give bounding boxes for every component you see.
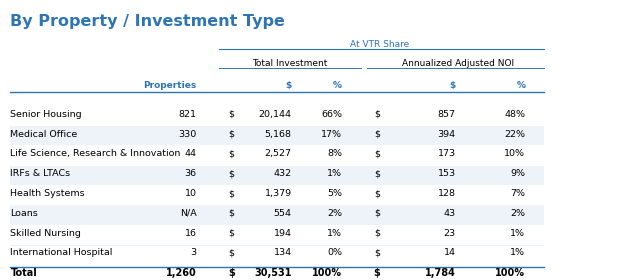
Text: 2%: 2% [327, 209, 342, 218]
Text: Annualized Adjusted NOI: Annualized Adjusted NOI [402, 59, 514, 68]
Text: $: $ [374, 229, 380, 238]
Text: $: $ [374, 248, 380, 257]
Text: 16: 16 [185, 229, 197, 238]
Text: $: $ [228, 189, 235, 198]
Text: 14: 14 [444, 248, 456, 257]
Text: Senior Housing: Senior Housing [10, 110, 82, 119]
Bar [10, 146, 544, 165]
Bar [10, 186, 544, 205]
Text: $: $ [374, 110, 380, 119]
Text: 2%: 2% [510, 209, 525, 218]
Text: 432: 432 [273, 169, 292, 178]
Text: 0%: 0% [327, 248, 342, 257]
Text: 194: 194 [273, 229, 292, 238]
Text: Medical Office: Medical Office [10, 130, 77, 139]
Text: 20,144: 20,144 [259, 110, 292, 119]
Text: %: % [333, 81, 342, 90]
Text: By Property / Investment Type: By Property / Investment Type [10, 14, 285, 29]
Text: $: $ [285, 81, 292, 90]
Bar [10, 206, 544, 225]
Text: 66%: 66% [321, 110, 342, 119]
Text: 554: 554 [273, 209, 292, 218]
Text: %: % [516, 81, 525, 90]
Text: International Hospital: International Hospital [10, 248, 113, 257]
Text: 5%: 5% [327, 189, 342, 198]
Text: $: $ [228, 130, 235, 139]
Text: $: $ [374, 149, 380, 158]
Text: 1%: 1% [327, 169, 342, 178]
Text: $: $ [374, 130, 380, 139]
Text: $: $ [228, 110, 235, 119]
Text: 134: 134 [273, 248, 292, 257]
Text: 1,784: 1,784 [425, 268, 456, 278]
Text: 10%: 10% [504, 149, 525, 158]
Text: 1%: 1% [510, 229, 525, 238]
Text: $: $ [228, 149, 235, 158]
Text: $: $ [228, 169, 235, 178]
Text: $: $ [228, 268, 235, 278]
Text: 8%: 8% [327, 149, 342, 158]
Text: 128: 128 [438, 189, 456, 198]
Text: $: $ [374, 189, 380, 198]
Text: 48%: 48% [504, 110, 525, 119]
Text: 1%: 1% [510, 248, 525, 257]
Text: 30,531: 30,531 [254, 268, 292, 278]
Text: 43: 43 [444, 209, 456, 218]
Text: 22%: 22% [504, 130, 525, 139]
Text: N/A: N/A [180, 209, 197, 218]
Bar [10, 126, 544, 145]
Text: 1%: 1% [327, 229, 342, 238]
Text: 173: 173 [438, 149, 456, 158]
Text: Total Investment: Total Investment [252, 59, 328, 68]
Text: 44: 44 [185, 149, 197, 158]
Text: 7%: 7% [510, 189, 525, 198]
Text: 3: 3 [191, 248, 197, 257]
Text: 330: 330 [179, 130, 197, 139]
Bar [10, 245, 544, 264]
Text: $: $ [449, 81, 456, 90]
Text: 1,260: 1,260 [166, 268, 197, 278]
Text: Life Science, Research & Innovation: Life Science, Research & Innovation [10, 149, 181, 158]
Text: 100%: 100% [495, 268, 525, 278]
Text: 17%: 17% [321, 130, 342, 139]
Text: 36: 36 [185, 169, 197, 178]
Text: $: $ [228, 248, 235, 257]
Text: $: $ [374, 209, 380, 218]
Text: Loans: Loans [10, 209, 38, 218]
Text: 821: 821 [179, 110, 197, 119]
Text: $: $ [228, 229, 235, 238]
Text: IRFs & LTACs: IRFs & LTACs [10, 169, 70, 178]
Text: $: $ [228, 209, 235, 218]
Text: Properties: Properties [143, 81, 197, 90]
Text: 857: 857 [438, 110, 456, 119]
Bar [10, 265, 544, 280]
Bar [10, 166, 544, 185]
Text: 2,527: 2,527 [264, 149, 292, 158]
Text: 394: 394 [438, 130, 456, 139]
Text: $: $ [373, 268, 380, 278]
Text: 100%: 100% [312, 268, 342, 278]
Text: At VTR Share: At VTR Share [350, 40, 410, 49]
Bar [10, 225, 544, 244]
Bar [10, 106, 544, 125]
Text: 9%: 9% [510, 169, 525, 178]
Text: 10: 10 [185, 189, 197, 198]
Text: 1,379: 1,379 [264, 189, 292, 198]
Text: $: $ [374, 169, 380, 178]
Text: Health Systems: Health Systems [10, 189, 85, 198]
Text: Total: Total [10, 268, 37, 278]
Text: 5,168: 5,168 [264, 130, 292, 139]
Text: 23: 23 [444, 229, 456, 238]
Text: 153: 153 [438, 169, 456, 178]
Text: Skilled Nursing: Skilled Nursing [10, 229, 81, 238]
